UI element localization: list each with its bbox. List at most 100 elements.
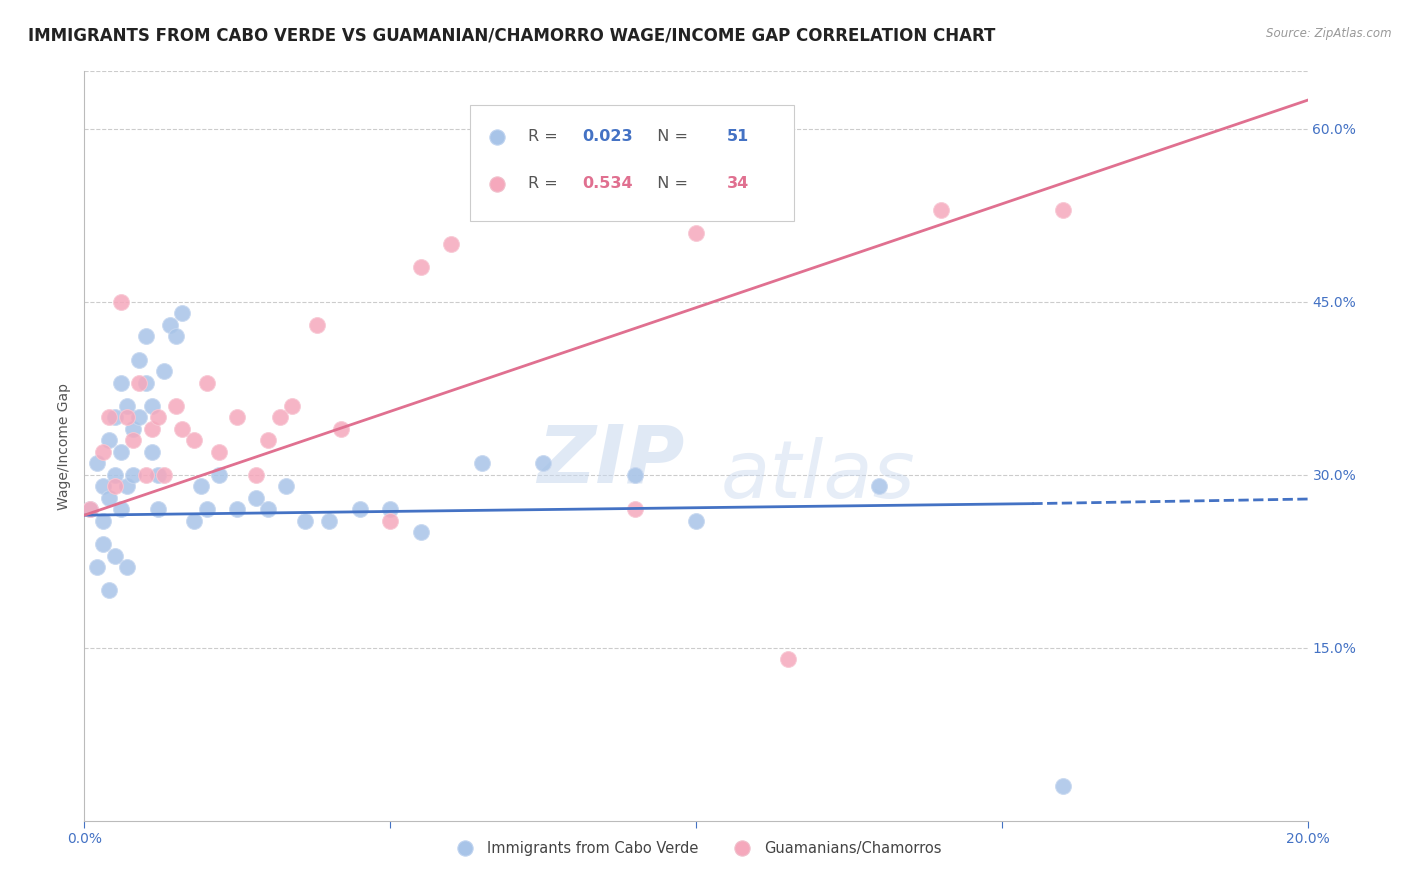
Point [349,502,371,516]
Point [208,444,231,458]
Point [115,410,138,425]
Point [305,318,328,332]
Text: 0.023: 0.023 [582,129,633,144]
Text: atlas: atlas [721,437,915,515]
Point [141,399,163,413]
Point [146,502,169,516]
Text: ZIP: ZIP [537,422,685,500]
Point [294,514,316,528]
Point [91,479,114,493]
Point [183,514,205,528]
Point [135,376,157,390]
Point [245,467,267,482]
Point [91,537,114,551]
Point [122,434,145,448]
Point [135,329,157,343]
Point [929,202,952,217]
Point [269,410,291,425]
Point [122,467,145,482]
Point [208,467,231,482]
Point [257,502,280,516]
Point [195,376,218,390]
Point [115,560,138,574]
Point [440,237,463,252]
Point [91,444,114,458]
Point [110,376,132,390]
Point [226,410,249,425]
Point [115,399,138,413]
Point [141,422,163,436]
Text: N =: N = [647,129,693,144]
Text: 34: 34 [727,177,749,191]
Point [380,514,402,528]
Point [110,502,132,516]
Point [245,491,267,505]
Text: N =: N = [647,177,693,191]
Point [159,318,181,332]
Point [128,410,150,425]
Legend: Immigrants from Cabo Verde, Guamanians/Chamorros: Immigrants from Cabo Verde, Guamanians/C… [444,836,948,862]
Point [226,502,249,516]
Point [172,422,194,436]
Point [146,410,169,425]
Point [165,329,187,343]
Point [330,422,353,436]
Point [115,479,138,493]
Y-axis label: Wage/Income Gap: Wage/Income Gap [58,383,72,509]
Point [281,399,304,413]
Point [97,410,120,425]
Point [471,456,494,470]
Text: IMMIGRANTS FROM CABO VERDE VS GUAMANIAN/CHAMORRO WAGE/INCOME GAP CORRELATION CHA: IMMIGRANTS FROM CABO VERDE VS GUAMANIAN/… [28,27,995,45]
Point [380,502,402,516]
Point [183,434,205,448]
Point [562,179,585,194]
Point [110,444,132,458]
Point [104,467,127,482]
Point [153,364,176,378]
Point [776,652,799,666]
Text: R =: R = [529,177,564,191]
Point [531,456,554,470]
Point [146,467,169,482]
Text: 51: 51 [727,129,749,144]
Point [128,376,150,390]
Point [257,434,280,448]
Point [502,179,524,194]
Text: R =: R = [529,129,564,144]
Point [318,514,340,528]
Point [122,422,145,436]
Point [104,410,127,425]
Point [685,226,707,240]
Text: Source: ZipAtlas.com: Source: ZipAtlas.com [1267,27,1392,40]
Point [165,399,187,413]
Point [86,456,108,470]
Point [86,560,108,574]
Point [195,502,218,516]
Text: 0.534: 0.534 [582,177,633,191]
Point [135,467,157,482]
Point [409,260,432,275]
Point [409,525,432,540]
Point [128,352,150,367]
Point [624,467,647,482]
Point [97,583,120,598]
Point [141,444,163,458]
Point [104,549,127,563]
Point [1052,779,1074,793]
Point [97,434,120,448]
Point [97,491,120,505]
Point [79,502,101,516]
Point [624,502,647,516]
Point [685,514,707,528]
Point [110,294,132,309]
Point [190,479,212,493]
Point [91,514,114,528]
Point [104,479,127,493]
Point [79,502,101,516]
Point [153,467,176,482]
FancyBboxPatch shape [470,105,794,221]
Point [276,479,298,493]
Point [869,479,891,493]
Point [1052,202,1074,217]
Point [172,306,194,320]
